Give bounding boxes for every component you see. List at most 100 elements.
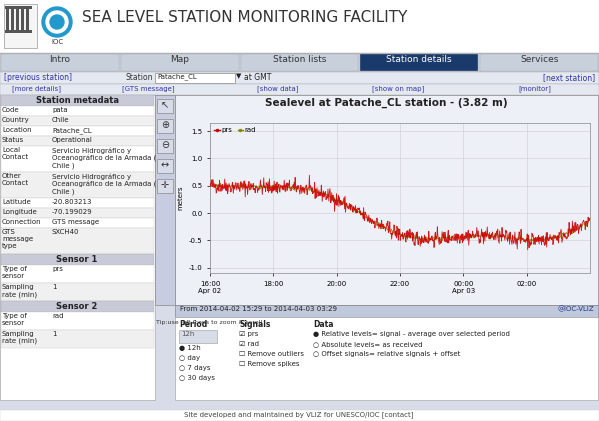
Text: Patache_CL: Patache_CL xyxy=(52,127,92,134)
Text: [GTS message]: [GTS message] xyxy=(122,85,174,92)
Text: ○ Offset signals= relative signals + offset: ○ Offset signals= relative signals + off… xyxy=(313,351,461,357)
Text: Country: Country xyxy=(2,117,30,123)
Bar xyxy=(155,73,235,83)
Legend: prs, rad: prs, rad xyxy=(211,124,259,136)
Text: ☐ Remove outliers: ☐ Remove outliers xyxy=(239,351,304,357)
Text: [show data]: [show data] xyxy=(257,85,299,92)
Text: ○ day: ○ day xyxy=(179,355,200,361)
Bar xyxy=(1,218,154,228)
Bar xyxy=(157,99,173,113)
Text: GTS
message
type: GTS message type xyxy=(2,229,33,249)
Bar xyxy=(157,139,173,153)
Bar xyxy=(1,54,119,71)
Text: 1: 1 xyxy=(52,284,56,290)
Bar xyxy=(175,95,598,305)
Text: -70.199029: -70.199029 xyxy=(52,209,93,215)
Bar xyxy=(1,301,154,312)
Bar xyxy=(1,116,154,126)
Text: Patache_CL: Patache_CL xyxy=(157,73,196,80)
Text: ● 12h: ● 12h xyxy=(179,345,201,351)
Text: ▼: ▼ xyxy=(236,73,241,79)
Text: at GMT: at GMT xyxy=(244,73,271,82)
Text: [more details]: [more details] xyxy=(13,85,62,92)
Bar xyxy=(175,317,598,400)
Text: pata: pata xyxy=(52,107,68,113)
Bar xyxy=(0,410,599,421)
Bar xyxy=(1,208,154,218)
Bar xyxy=(155,95,175,305)
Text: Longitude: Longitude xyxy=(2,209,37,215)
Text: Local
Contact: Local Contact xyxy=(2,147,29,160)
Bar xyxy=(0,72,599,410)
Text: SXCH40: SXCH40 xyxy=(52,229,80,235)
Bar xyxy=(1,330,154,348)
Text: Station details: Station details xyxy=(386,55,452,64)
Bar xyxy=(1,228,154,254)
Bar xyxy=(1,265,154,283)
Circle shape xyxy=(42,7,72,37)
Text: SEA LEVEL STATION MONITORING FACILITY: SEA LEVEL STATION MONITORING FACILITY xyxy=(82,10,407,25)
Text: [monitor]: [monitor] xyxy=(519,85,552,92)
Bar xyxy=(1,283,154,301)
Bar xyxy=(6,8,9,32)
Bar xyxy=(16,8,19,32)
Bar xyxy=(5,6,32,9)
Text: Connection: Connection xyxy=(2,219,41,225)
Text: ☑ prs: ☑ prs xyxy=(239,331,258,337)
Text: @IOC-VLIZ: @IOC-VLIZ xyxy=(557,306,594,312)
Text: ⊖: ⊖ xyxy=(161,140,169,150)
Bar xyxy=(179,330,217,343)
Bar xyxy=(175,305,598,317)
Text: ⊕: ⊕ xyxy=(161,120,169,130)
Bar xyxy=(1,254,154,265)
Text: ● Relative levels= signal - average over selected period: ● Relative levels= signal - average over… xyxy=(313,331,510,337)
Text: Data: Data xyxy=(313,320,334,329)
Text: rad: rad xyxy=(52,313,63,319)
Bar xyxy=(157,119,173,133)
Bar xyxy=(1,172,154,198)
Text: GTS message: GTS message xyxy=(52,219,99,225)
Bar xyxy=(11,8,14,32)
Text: ○ 7 days: ○ 7 days xyxy=(179,365,210,371)
Bar xyxy=(1,126,154,136)
Bar xyxy=(1,198,154,208)
Text: Map: Map xyxy=(170,55,189,64)
Text: ✛: ✛ xyxy=(161,180,169,190)
Bar xyxy=(1,136,154,146)
Text: [previous station]: [previous station] xyxy=(4,73,72,82)
Bar xyxy=(121,54,238,71)
Bar xyxy=(480,54,598,71)
Bar xyxy=(157,179,173,193)
Text: Servicio Hidrográfico y
Oceanográfico de la Armada (
Chile ): Servicio Hidrográfico y Oceanográfico de… xyxy=(52,147,156,169)
Text: Sensor 2: Sensor 2 xyxy=(56,302,98,311)
Bar xyxy=(157,159,173,173)
Bar xyxy=(0,84,599,95)
Text: ↖: ↖ xyxy=(161,100,169,110)
Text: -20.803213: -20.803213 xyxy=(52,199,92,205)
Bar xyxy=(1,146,154,172)
Text: Station lists: Station lists xyxy=(273,55,326,64)
Text: [show on map]: [show on map] xyxy=(372,85,424,92)
Text: Signals: Signals xyxy=(239,320,270,329)
Text: 12h: 12h xyxy=(181,331,194,337)
Text: Period: Period xyxy=(179,320,207,329)
Bar xyxy=(26,8,29,32)
Text: Latitude: Latitude xyxy=(2,199,31,205)
Text: Tip:use left icons to zoom & scroll: Tip:use left icons to zoom & scroll xyxy=(156,320,262,325)
Text: Sampling
rate (min): Sampling rate (min) xyxy=(2,331,37,344)
Text: Other
Contact: Other Contact xyxy=(2,173,29,186)
Text: ☐ Remove spikes: ☐ Remove spikes xyxy=(239,361,300,367)
Text: 1: 1 xyxy=(52,331,56,337)
Text: Services: Services xyxy=(520,55,558,64)
Text: Sealevel at Patache_CL station - (3.82 m): Sealevel at Patache_CL station - (3.82 m… xyxy=(265,98,507,108)
Bar xyxy=(21,8,24,32)
Text: From 2014-04-02 15:29 to 2014-04-03 03:29: From 2014-04-02 15:29 to 2014-04-03 03:2… xyxy=(180,306,337,312)
Text: Chile: Chile xyxy=(52,117,69,123)
Bar xyxy=(1,106,154,116)
Bar xyxy=(0,95,155,400)
Bar xyxy=(5,30,32,33)
Bar xyxy=(1,312,154,330)
Bar xyxy=(0,72,599,84)
Bar xyxy=(0,0,599,53)
Text: Station metadata: Station metadata xyxy=(35,96,119,105)
